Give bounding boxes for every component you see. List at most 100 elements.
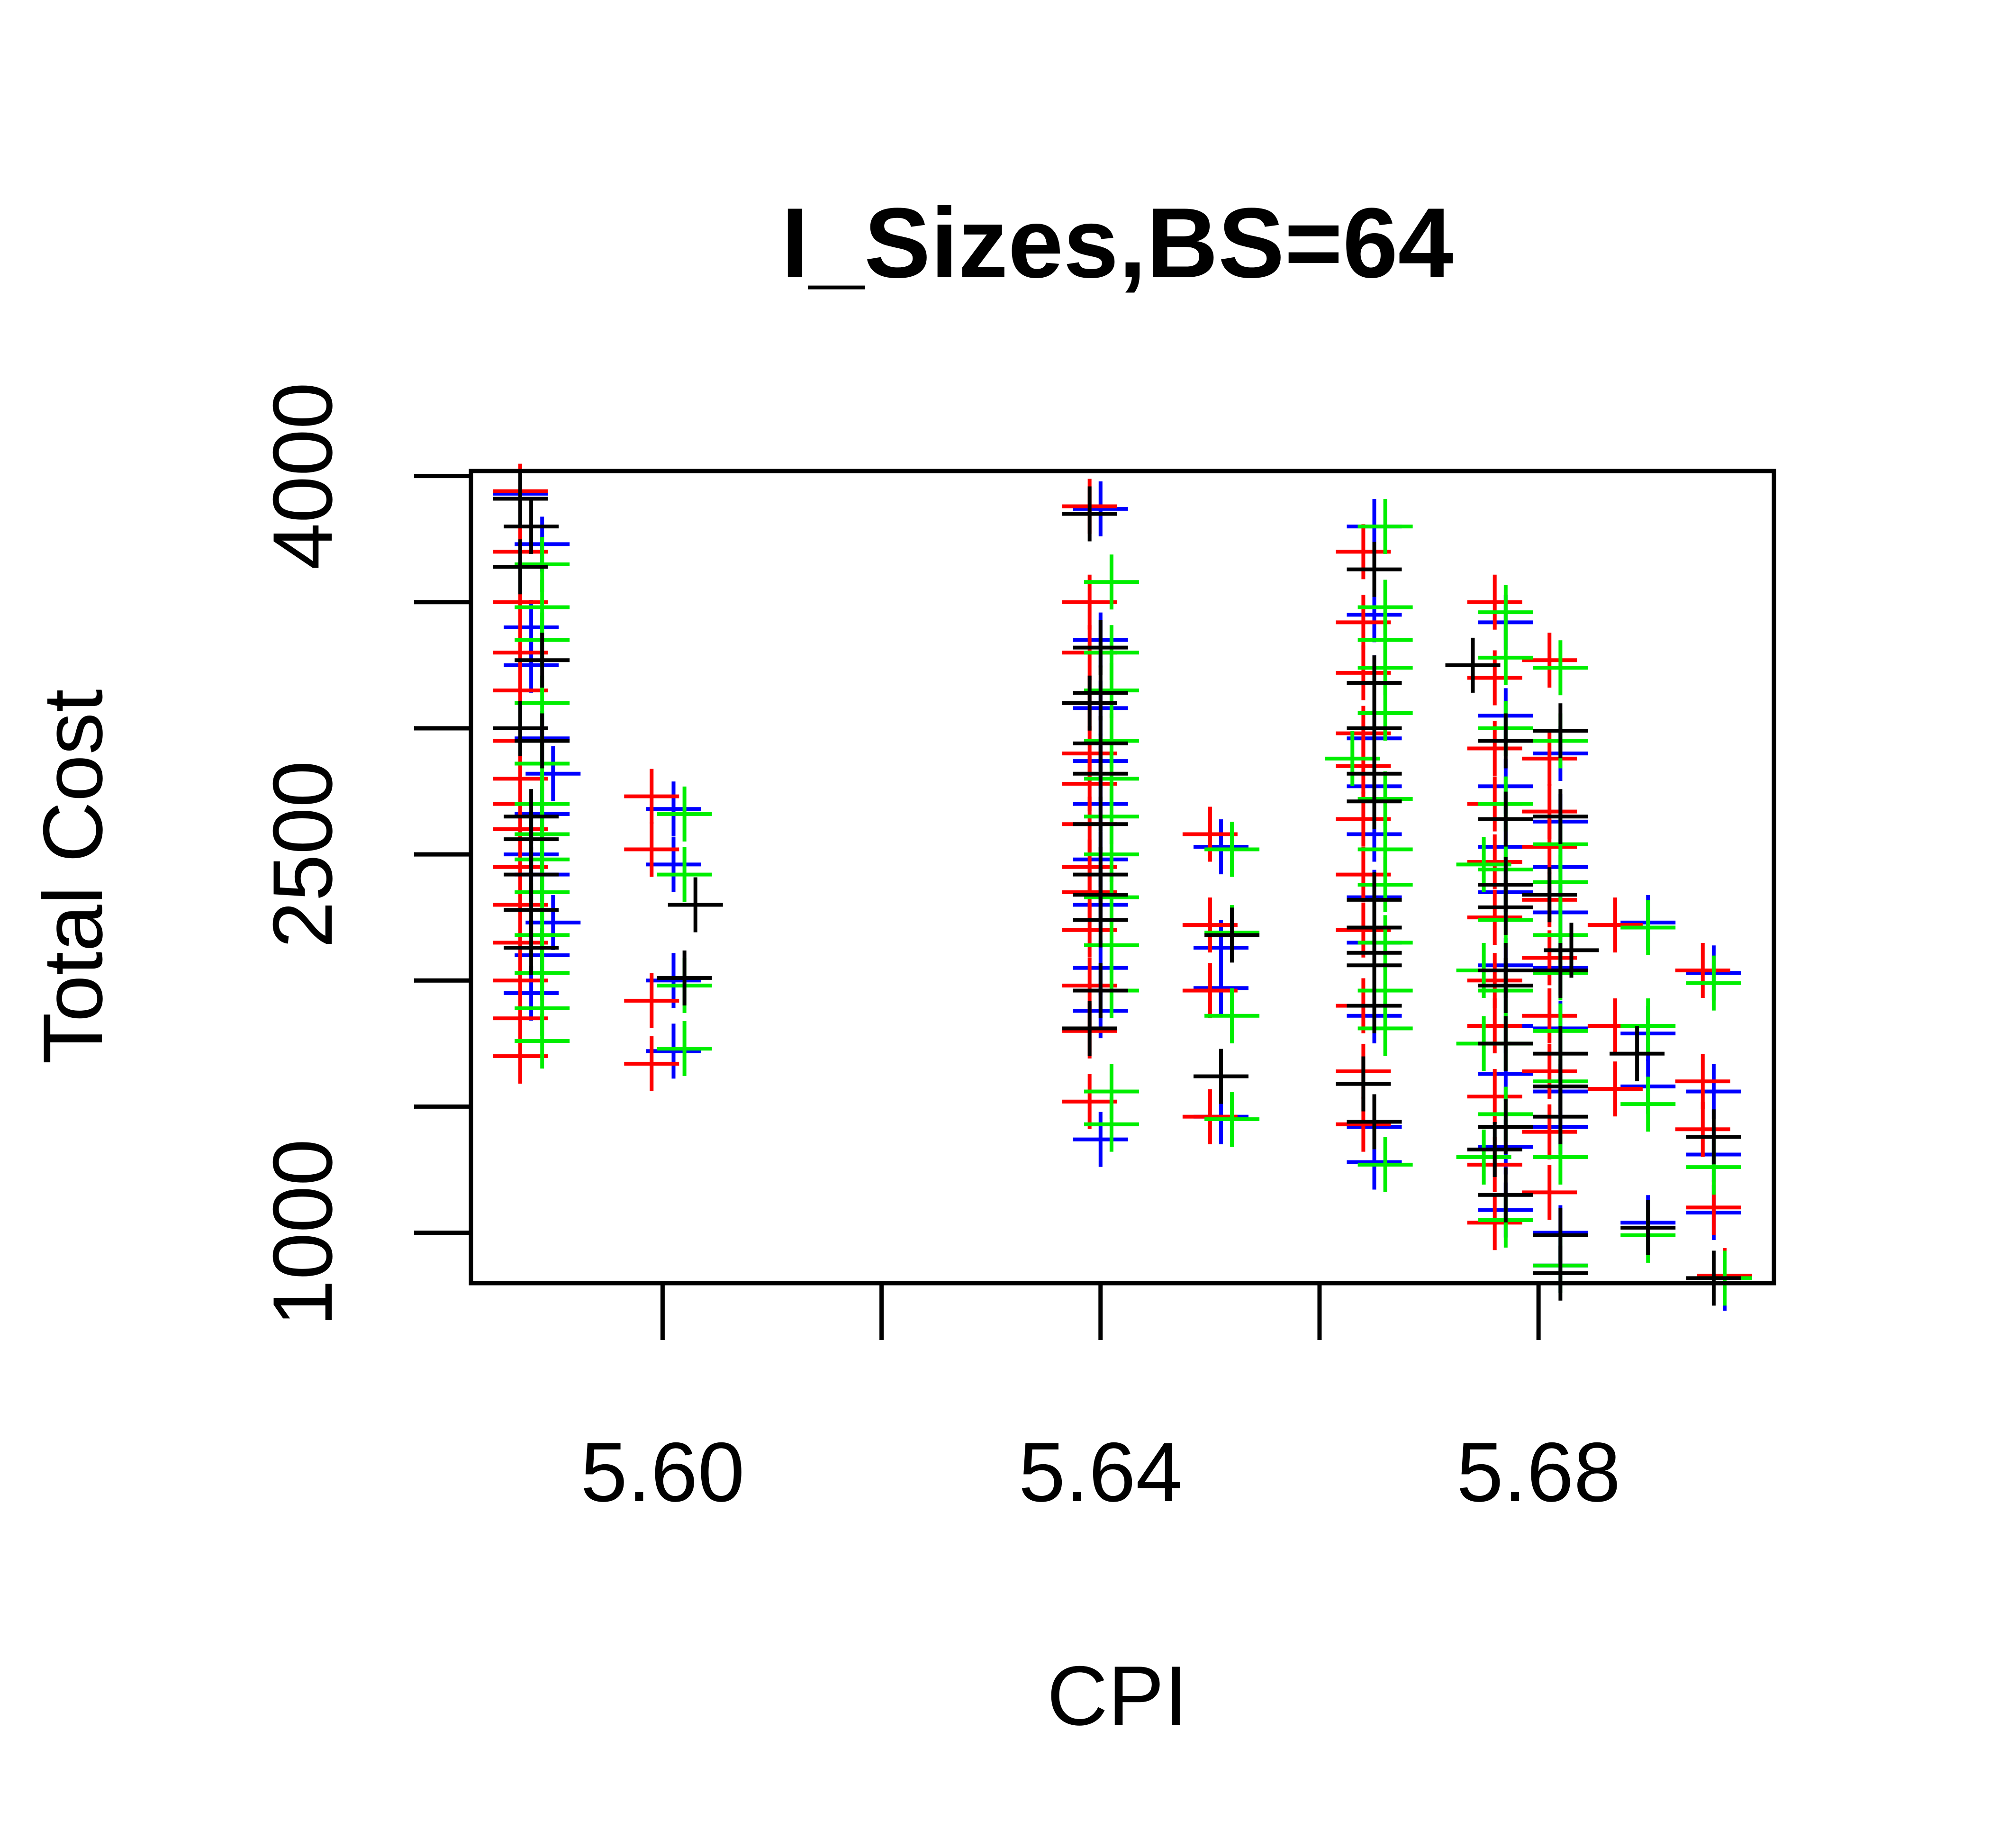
data-point	[1533, 942, 1588, 998]
data-point	[1533, 854, 1588, 910]
data-point	[504, 920, 559, 976]
data-point	[1478, 585, 1533, 640]
data-point	[515, 633, 570, 688]
data-point	[1675, 1054, 1730, 1109]
data-point	[1336, 902, 1391, 958]
data-point	[1522, 930, 1577, 986]
data-point	[1357, 857, 1413, 912]
data-point	[668, 877, 723, 933]
data-point	[1073, 963, 1128, 1018]
data-point	[1204, 907, 1260, 963]
data-point	[646, 1024, 701, 1079]
data-point	[657, 1021, 712, 1076]
data-point	[1467, 574, 1522, 630]
data-point	[1467, 1122, 1522, 1177]
y-tick-label: 4000	[255, 382, 350, 570]
data-point	[1193, 960, 1248, 1016]
data-point	[1357, 1137, 1413, 1192]
data-point	[1357, 499, 1413, 554]
data-point	[1336, 847, 1391, 902]
data-point	[1610, 1026, 1665, 1081]
data-point	[1084, 1096, 1139, 1152]
data-point	[525, 746, 581, 801]
data-point	[492, 700, 548, 756]
data-point	[1073, 1112, 1128, 1167]
data-point	[1347, 978, 1402, 1033]
data-point	[1686, 955, 1741, 1011]
data-point	[1073, 665, 1128, 721]
data-point	[1478, 958, 1533, 1013]
data-point	[1357, 771, 1413, 826]
data-point	[657, 950, 712, 1006]
data-point	[1336, 1056, 1391, 1112]
data-point	[1084, 663, 1139, 718]
data-point	[504, 499, 559, 554]
data-point	[1347, 1094, 1402, 1150]
data-point	[492, 471, 548, 526]
data-point	[1478, 1016, 1533, 1071]
x-axis: 5.60 5.64 5.68	[580, 1283, 1620, 1519]
data-point	[1357, 915, 1413, 970]
plot-frame	[469, 469, 1776, 1286]
data-point	[1620, 900, 1676, 955]
data-point	[646, 781, 701, 837]
y-tick-label: 1000	[255, 1139, 350, 1327]
data-point	[1522, 867, 1577, 923]
data-point	[1336, 645, 1391, 700]
data-point	[1587, 897, 1643, 953]
data-point	[1084, 870, 1139, 925]
data-point	[1325, 731, 1380, 786]
data-point	[1204, 822, 1260, 877]
x-tick-label: 5.60	[580, 1425, 744, 1519]
data-point	[1620, 998, 1676, 1054]
y-axis-label: Total Cost	[26, 689, 120, 1064]
data-point	[1533, 703, 1588, 759]
x-tick-label: 5.68	[1456, 1425, 1620, 1519]
x-tick-label: 5.64	[1019, 1425, 1183, 1519]
data-point	[1062, 675, 1117, 731]
data-point	[624, 769, 679, 824]
data-points	[492, 463, 1753, 1311]
data-point	[1347, 542, 1402, 597]
data-point	[1522, 633, 1577, 688]
data-point	[1478, 713, 1533, 769]
data-point	[1620, 1200, 1676, 1255]
data-point	[1522, 819, 1577, 875]
data-point	[1522, 988, 1577, 1043]
data-point	[1204, 988, 1260, 1043]
data-point	[515, 1013, 570, 1069]
data-point	[1073, 481, 1128, 536]
data-point	[1456, 1129, 1511, 1185]
data-point	[1073, 797, 1128, 852]
data-point	[1336, 738, 1391, 794]
data-point	[1478, 879, 1533, 935]
data-point	[1062, 1074, 1117, 1129]
data-point	[492, 539, 548, 595]
data-point	[1084, 554, 1139, 610]
data-point	[1073, 746, 1128, 801]
data-point	[1686, 1109, 1741, 1165]
data-point	[1193, 1049, 1248, 1104]
data-point	[1182, 806, 1238, 862]
data-point	[1193, 819, 1248, 875]
data-point	[1478, 1099, 1533, 1154]
data-point	[1467, 1195, 1522, 1250]
data-point	[1587, 1061, 1643, 1117]
data-point	[1357, 686, 1413, 741]
data-point	[624, 973, 679, 1028]
data-point	[1182, 1089, 1238, 1144]
data-point	[504, 637, 559, 693]
y-tick-label: 2500	[255, 761, 350, 948]
y-axis: 1000 2500 4000	[255, 382, 471, 1327]
data-point	[1062, 1001, 1117, 1056]
data-point	[492, 1028, 548, 1084]
data-point	[1533, 789, 1588, 844]
data-point	[1062, 486, 1117, 542]
data-point	[1073, 892, 1128, 948]
x-axis-label: CPI	[1047, 1649, 1188, 1743]
data-point	[657, 786, 712, 842]
data-point	[1522, 1104, 1577, 1160]
data-point	[1062, 902, 1117, 958]
data-point	[1478, 1167, 1533, 1223]
data-point	[1182, 963, 1238, 1018]
